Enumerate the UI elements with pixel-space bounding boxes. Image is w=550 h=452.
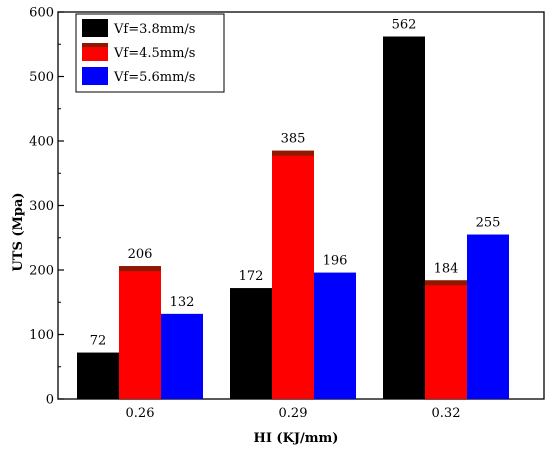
data-label: 255 [476, 216, 501, 231]
bar-cap [119, 266, 161, 272]
data-labels: 72 172 562 206 385 184 132 196 255 [90, 18, 501, 349]
bar-cap [425, 280, 467, 286]
x-tick-label: 0.29 [279, 406, 308, 421]
legend-label: Vf=3.8mm/s [113, 22, 195, 37]
y-tick-label: 0 [46, 393, 54, 408]
y-axis: 0 100 200 300 400 500 600 [29, 6, 64, 408]
data-label: 385 [281, 132, 306, 147]
legend-label: Vf=5.6mm/s [113, 70, 195, 85]
data-label: 184 [434, 261, 459, 276]
bar [383, 36, 425, 399]
legend-swatch [82, 43, 108, 61]
y-tick-label: 100 [29, 328, 54, 343]
y-tick-label: 200 [29, 264, 54, 279]
y-axis-title: UTS (Mpa) [11, 192, 26, 271]
legend: Vf=3.8mm/s Vf=4.5mm/s Vf=5.6mm/s [75, 13, 225, 93]
x-tick-label: 0.32 [432, 406, 461, 421]
data-label: 206 [128, 247, 153, 262]
bar [467, 234, 509, 399]
data-label: 72 [90, 334, 107, 349]
y-tick-label: 600 [29, 6, 54, 21]
bar [161, 313, 203, 399]
data-label: 132 [170, 295, 195, 310]
y-tick-label: 300 [29, 199, 54, 214]
x-axis-title: HI (KJ/mm) [254, 431, 339, 446]
x-axis: 0.26 0.29 0.32 [126, 393, 461, 421]
bar [425, 280, 467, 399]
legend-label: Vf=4.5mm/s [113, 46, 195, 61]
y-tick-label: 400 [29, 135, 54, 150]
data-label: 172 [239, 269, 264, 284]
bar [119, 266, 161, 399]
legend-swatch [82, 19, 108, 37]
legend-swatch-cap [82, 43, 108, 47]
bar [230, 288, 272, 399]
data-label: 196 [323, 254, 348, 269]
data-label: 562 [392, 18, 417, 33]
bar-cap [272, 150, 314, 156]
x-tick-label: 0.26 [126, 406, 155, 421]
bar [272, 150, 314, 399]
legend-swatch [82, 67, 108, 85]
bar [314, 272, 356, 399]
bar [77, 352, 119, 399]
bars [77, 36, 509, 399]
y-tick-label: 500 [29, 70, 54, 85]
